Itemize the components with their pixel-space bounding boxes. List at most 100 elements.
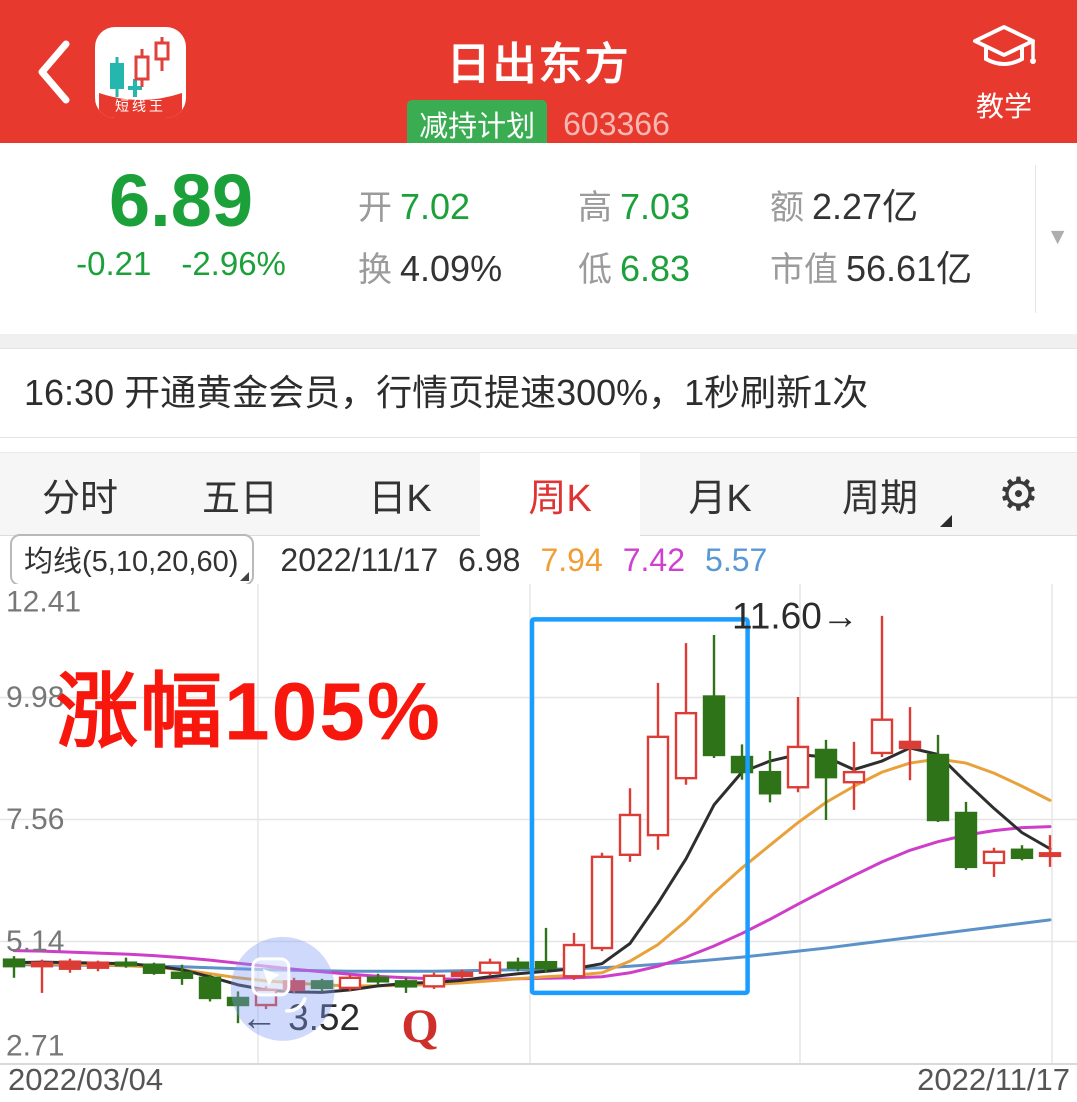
candle-body [842,770,866,784]
stat-value: 56.61亿 [846,248,973,289]
candle-body [898,740,922,750]
back-button[interactable] [34,38,74,106]
stat-label: 市值 [770,251,838,289]
stock-code: 603366 [563,105,670,142]
candle-body [870,718,894,755]
x-axis-end-date: 2022/11/17 [917,1062,1070,1097]
y-axis-label: 9.98 [6,681,64,714]
graduation-cap-icon [973,25,1036,66]
header-title-block: 日出东方 减持计划 603366 [0,0,1077,148]
candle-body [646,735,670,837]
ma-legend-row: 均线(5,10,20,60) 2022/11/17 6.98 7.94 7.42… [0,534,1077,586]
expand-quote-caret-icon[interactable]: ▼ [1046,223,1069,249]
tab-日K[interactable]: 日K [320,453,480,535]
legend-ma10-value: 7.94 [540,541,603,578]
section-divider [0,334,1077,348]
candle-body [562,943,586,978]
x-axis-start-date: 2022/03/04 [8,1062,163,1097]
grid [0,584,1077,1065]
tab-五日[interactable]: 五日 [160,453,320,535]
stat-额: 额 2.27亿 [770,178,918,230]
candle-body [674,711,698,780]
stat-label: 低 [578,250,612,289]
page-title: 日出东方 [446,40,631,89]
stat-换: 换 4.09% [358,242,578,291]
candle-body [926,753,950,822]
stat-低: 低 6.83 [578,242,770,291]
stats-row: 开 7.02 高 7.03 额 2.27亿 [358,173,998,235]
candle-body [478,961,502,974]
tab-分时[interactable]: 分时 [0,453,160,535]
tab-label: 周期 [841,477,918,520]
teach-button[interactable]: 教学 [961,20,1047,125]
candles [2,615,1062,1024]
candle-body [198,976,222,1000]
candle-body [506,961,530,969]
stat-value: 2.27亿 [812,186,919,227]
candle-body [310,980,334,990]
ma-settings-button[interactable]: 均线(5,10,20,60) [10,534,255,586]
stat-value: 7.03 [620,185,691,227]
tab-周K[interactable]: 周K [480,453,640,535]
legend-date: 2022/11/17 [280,541,439,578]
current-price: 6.89 [108,159,254,242]
y-axis-label: 5.14 [6,925,64,958]
quote-stats-grid: 开 7.02 高 7.03 额 2.27亿换 4.09% 低 6.83 市值 56.61亿 [358,173,998,297]
app-logo-label: 短线王 [115,98,166,114]
stat-开: 开 7.02 [358,180,578,229]
candle-body [786,745,810,789]
candle-body [30,961,54,968]
candle-body [282,980,306,992]
stat-value: 7.02 [400,185,471,227]
stat-label: 高 [578,188,612,227]
status-badge[interactable]: 减持计划 [407,100,548,148]
stats-row: 换 4.09% 低 6.83 市值 56.61亿 [358,235,998,297]
candle-body [1010,848,1034,860]
candle-body [982,850,1006,865]
kline-chart[interactable]: 12.41 9.98 7.56 5.14 2.71 2022/03/04 2022/11/1… [0,584,1077,1102]
candle-body [534,960,558,970]
app-logo[interactable]: 短线王 [95,27,186,118]
quote-panel: 6.89 -0.21 -2.96% 开 7.02 高 7.03 额 2.27亿换 4.09%… [0,143,1077,334]
candle-body [702,695,726,757]
corner-triangle-icon [240,572,250,581]
ma-settings-label: 均线(5,10,20,60) [24,546,239,578]
quote-divider [1035,165,1036,313]
legend-ma60-value: 5.57 [705,541,768,578]
candle-body [422,974,446,988]
candle-body [394,980,418,988]
promo-ticker[interactable]: 16:30 开通黄金会员，行情页提速300%，1秒刷新1次 [0,348,1077,438]
candle-body [954,811,978,869]
candle-body [226,996,250,1007]
stat-value: 6.83 [620,247,691,289]
legend-ma5-value: 6.98 [458,541,521,578]
candle-body [618,813,642,856]
stat-value: 4.09% [400,247,503,289]
candle-body [366,976,390,983]
legend-ma20-value: 7.42 [622,541,686,578]
tab-月K[interactable]: 月K [640,453,800,535]
candle-body [2,958,26,968]
y-axis-label: 7.56 [6,803,64,836]
candle-body [1038,852,1062,858]
header: 短线王 日出东方 减持计划 603366 教学 [0,0,1077,148]
touch-indicator[interactable] [230,936,335,1041]
stat-label: 换 [358,250,392,289]
candle-body [450,971,474,977]
chart-settings-gear-icon[interactable]: ⚙ [997,468,1040,520]
q-signal-marker: Q [401,1000,438,1053]
candlestick-logo-icon: 短线王 [99,37,182,118]
period-tabbar: 分时 五日 日K 周K 月K 周期 ⚙ [0,452,1077,536]
tab-label: 日K [368,477,432,520]
highlight-box [529,617,750,996]
candle-body [58,960,82,970]
high-price-annotation: 11.60→ [732,595,859,636]
tab-label: 周K [528,477,592,520]
stat-label: 额 [770,189,804,227]
gain-annotation: 涨幅105% [56,666,442,757]
y-axis-label: 12.41 [6,586,81,619]
tab-label: 五日 [201,477,278,520]
tab-周期[interactable]: 周期 [800,453,960,535]
